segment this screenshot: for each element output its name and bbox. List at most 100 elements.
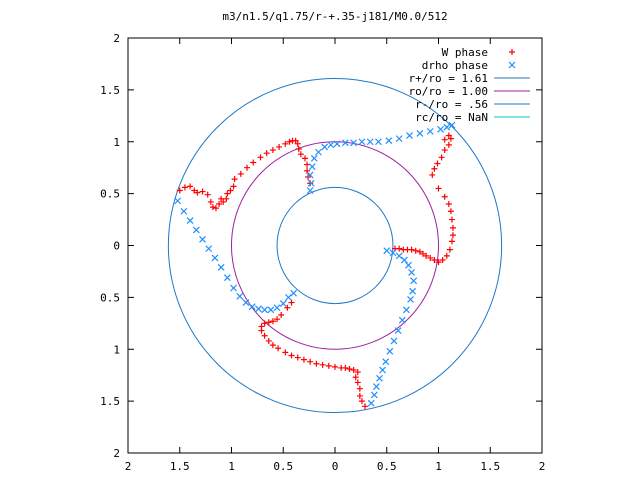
data-point (439, 257, 446, 264)
data-point (199, 188, 206, 195)
data-point (407, 296, 414, 303)
data-point (269, 147, 276, 154)
data-point (217, 263, 225, 271)
data-point (416, 130, 424, 137)
data-point (400, 256, 408, 264)
data-point (394, 327, 402, 334)
y-tick-label: 1 (113, 343, 120, 356)
data-point (278, 312, 285, 319)
legend-swatch (508, 61, 516, 69)
data-point (386, 347, 394, 355)
data-point (426, 127, 434, 135)
data-point (427, 254, 434, 261)
data-point (356, 392, 363, 399)
data-point (448, 121, 456, 129)
data-point (341, 139, 349, 147)
data-point (265, 319, 272, 326)
data-point (174, 197, 182, 205)
data-point (370, 391, 378, 399)
data-point (211, 254, 219, 262)
data-point (441, 136, 448, 143)
data-point (376, 374, 383, 382)
data-point (230, 284, 237, 292)
data-point (338, 364, 345, 371)
data-point (248, 303, 256, 311)
data-point (366, 138, 374, 146)
data-point (389, 249, 397, 257)
data-point (445, 132, 452, 139)
data-point (367, 399, 375, 407)
data-point (352, 374, 359, 381)
y-tick-label: 1.5 (100, 395, 120, 408)
x-tick-label: 2 (539, 460, 546, 473)
data-point (332, 363, 338, 370)
data-point (438, 154, 445, 161)
legend-swatch (509, 49, 515, 55)
data-point (395, 252, 403, 260)
data-point (362, 403, 369, 410)
data-point (176, 187, 183, 194)
data-point (261, 320, 268, 327)
data-point (358, 138, 366, 146)
data-point (419, 250, 426, 257)
data-point (300, 356, 307, 363)
data-point (390, 337, 398, 345)
data-point (207, 198, 214, 205)
data-point (429, 171, 436, 178)
data-point (400, 246, 407, 253)
x-tick-label: 1.5 (480, 460, 500, 473)
data-point (412, 247, 419, 254)
data-point (244, 164, 251, 171)
data-point (269, 318, 276, 325)
data-point (350, 139, 358, 147)
data-point (398, 316, 406, 324)
circle-mark (276, 186, 394, 305)
y-tick-label: 0.5 (100, 188, 120, 201)
circles (167, 77, 503, 414)
data-point (409, 287, 417, 295)
x-tick-label: 0.5 (377, 460, 397, 473)
data-point (230, 183, 237, 190)
data-point (267, 306, 275, 314)
data-point (445, 141, 452, 148)
data-point (416, 248, 423, 255)
data-point (327, 141, 335, 149)
data-point (449, 224, 456, 231)
data-point (288, 352, 295, 359)
data-point (204, 191, 211, 198)
data-point (250, 159, 257, 166)
data-point (402, 306, 410, 314)
y-tick-label: 0 (113, 240, 120, 253)
data-point (382, 358, 390, 366)
data-point (212, 205, 219, 212)
data-point (383, 247, 391, 255)
data-point (286, 138, 293, 145)
data-point (294, 354, 301, 361)
data-point (307, 180, 314, 187)
data-point (435, 259, 442, 266)
data-point (282, 140, 289, 147)
legend-label: ro/ro = 1.00 (409, 85, 488, 98)
data-point (346, 365, 353, 372)
data-point (269, 342, 276, 349)
data-point (325, 362, 332, 369)
data-point (443, 252, 450, 259)
legend-label: W phase (442, 46, 488, 59)
data-point (301, 155, 308, 162)
y-tick-label: 2 (113, 447, 120, 460)
data-point (290, 289, 298, 297)
x-tick-label: 1 (435, 460, 442, 473)
data-point (220, 198, 227, 205)
data-point (306, 187, 314, 194)
legend-label: r+/ro = 1.61 (409, 72, 488, 85)
data-point (209, 204, 216, 211)
data-point (307, 358, 314, 365)
data-point (273, 304, 281, 312)
series-cross (174, 121, 456, 407)
data-point (385, 137, 393, 145)
data-point (236, 292, 244, 300)
data-point (375, 138, 382, 146)
y-tick-label: 0.5 (100, 291, 120, 304)
data-point (306, 171, 314, 179)
legend-label: drho phase (422, 59, 488, 72)
